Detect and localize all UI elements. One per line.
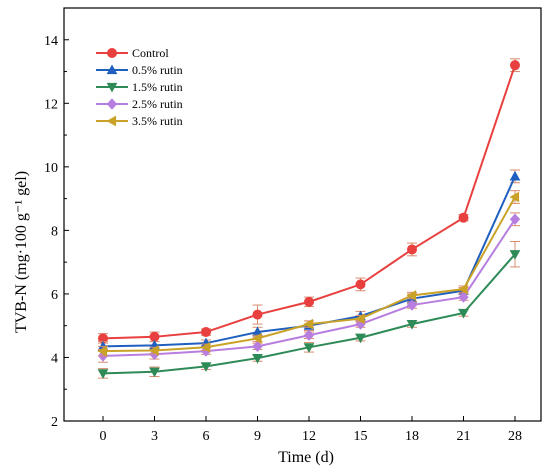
data-point — [106, 82, 118, 93]
data-point — [201, 327, 211, 338]
x-tick-label: 0 — [100, 429, 107, 444]
series-3 — [97, 241, 521, 379]
x-tick-label: 18 — [405, 429, 419, 444]
y-axis-title: TVB-N (mg·100 g⁻¹ gel) — [13, 171, 30, 333]
data-point — [251, 333, 262, 344]
data-point — [406, 320, 418, 330]
legend-label: 1.5% rutin — [132, 80, 183, 94]
legend-label: 2.5% rutin — [132, 97, 183, 111]
data-point — [107, 48, 117, 58]
series-line — [102, 253, 516, 375]
data-point — [304, 296, 314, 307]
data-point — [200, 341, 211, 353]
axes — [63, 7, 542, 422]
legend-label: 0.5% rutin — [132, 63, 183, 77]
data-point — [149, 367, 160, 378]
x-tick-label: 9 — [254, 429, 261, 444]
legend-label: 3.5% rutin — [132, 114, 183, 128]
legend-label: Control — [132, 46, 169, 60]
data-point — [458, 291, 469, 303]
x-axis-title: Time (d) — [278, 449, 334, 466]
legend-item: 1.5% rutin — [96, 80, 183, 94]
y-tick-label: 4 — [51, 351, 58, 366]
legend-item: 3.5% rutin — [96, 114, 183, 128]
legend-item: Control — [96, 46, 169, 60]
data-point — [97, 369, 109, 379]
data-point — [106, 64, 118, 75]
data-point — [457, 283, 468, 295]
y-tick-label: 10 — [44, 161, 58, 176]
data-point — [509, 170, 521, 181]
data-point — [355, 279, 366, 290]
y-tick-label: 2 — [51, 415, 58, 430]
y-tick-label: 14 — [44, 34, 58, 49]
data-point — [509, 191, 520, 203]
data-point — [406, 290, 417, 301]
tick-layer: 2 4 6 8 10 12 14 0 3 6 9 12 15 18 21 28 — [44, 34, 522, 444]
data-point — [303, 318, 314, 330]
data-point — [106, 98, 118, 110]
data-point — [354, 313, 365, 325]
legend: Control 0.5% rutin 1.5% rutin 2.5% rutin 3.5… — [96, 46, 183, 128]
data-point — [510, 60, 520, 71]
x-tick-label: 28 — [508, 429, 522, 444]
plot-frame — [63, 7, 542, 422]
data-point — [252, 309, 263, 320]
x-tick-label: 12 — [302, 429, 316, 444]
series-layer — [97, 58, 521, 379]
data-point — [252, 340, 263, 353]
data-point — [355, 333, 366, 344]
series-5 — [97, 190, 520, 357]
data-point — [97, 345, 108, 357]
legend-item: 0.5% rutin — [96, 63, 183, 77]
data-point — [509, 250, 521, 260]
x-tick-label: 15 — [354, 429, 368, 444]
series-4 — [97, 212, 521, 363]
legend-item: 2.5% rutin — [96, 97, 183, 111]
x-tick-label: 3 — [151, 429, 158, 444]
data-point — [407, 244, 417, 255]
x-tick-label: 6 — [203, 429, 210, 444]
y-tick-label: 6 — [51, 288, 58, 303]
data-point — [106, 115, 117, 127]
data-point — [303, 343, 315, 353]
data-point — [252, 353, 263, 364]
data-point — [509, 213, 521, 225]
data-point — [148, 345, 159, 356]
data-point — [458, 308, 469, 319]
data-point — [303, 329, 315, 341]
data-point — [406, 299, 418, 311]
series-1 — [98, 58, 520, 344]
y-tick-label: 8 — [51, 224, 58, 239]
y-tick-label: 12 — [44, 97, 58, 112]
data-point — [200, 362, 212, 372]
data-point — [458, 212, 469, 223]
x-tick-label: 21 — [457, 429, 471, 444]
